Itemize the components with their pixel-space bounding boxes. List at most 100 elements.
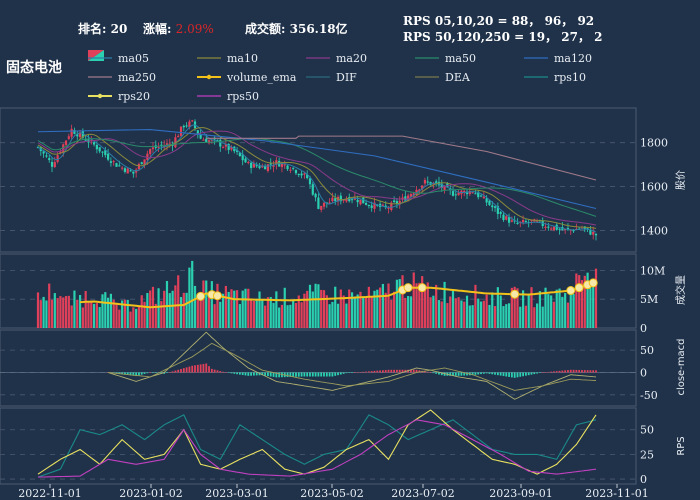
volume-bar	[493, 306, 497, 328]
macd-hist-bar	[527, 372, 530, 376]
macd-hist-bar	[320, 372, 323, 377]
volume-bar	[121, 300, 124, 328]
candle-body	[182, 125, 185, 128]
candle-body	[235, 150, 239, 152]
legend-label-volume_ema: volume_ema	[226, 71, 297, 84]
macd-hist-bar	[438, 372, 440, 375]
x-tick-label: 2023-07-02	[391, 487, 454, 500]
macd-hist-bar	[121, 372, 124, 375]
candle-body	[289, 169, 292, 171]
sector-title: 固态电池	[6, 60, 62, 76]
dea-line	[108, 342, 597, 391]
macd-hist-bar	[370, 371, 373, 373]
macd-hist-bar	[539, 372, 541, 374]
volume-bar	[407, 296, 410, 328]
volume-bar	[541, 306, 544, 328]
candle-body	[364, 203, 368, 205]
volume-bar	[317, 284, 320, 328]
ma20-line	[37, 130, 597, 226]
candle-body	[345, 199, 348, 202]
volume-bar	[516, 288, 519, 328]
volume-ema-marker	[212, 291, 222, 301]
macd-hist-bar	[236, 372, 238, 375]
volume-bar	[135, 308, 138, 328]
macd-hist-bar	[390, 369, 393, 373]
volume-bar	[370, 297, 373, 328]
volume-bar	[193, 285, 197, 328]
macd-hist-bar	[466, 372, 468, 376]
volume-bar	[381, 283, 384, 328]
ma10-line	[37, 127, 597, 229]
legend-label-ma50: ma50	[445, 52, 476, 65]
volume-bar	[334, 286, 337, 328]
volume-bar	[90, 300, 93, 328]
macd-hist-bar	[412, 369, 415, 373]
volume-tick-label: 5M	[640, 293, 658, 306]
volume-bar	[73, 290, 76, 328]
macd-hist-bar	[510, 372, 513, 378]
macd-hist-bar	[384, 370, 387, 373]
volume-bar	[451, 290, 455, 328]
volume-bar	[146, 292, 149, 328]
candle-body	[132, 171, 135, 174]
price-tick-label: 1600	[640, 181, 668, 194]
macd-hist-bar	[376, 370, 379, 373]
volume-bar	[272, 302, 275, 328]
macd-hist-bar	[351, 372, 353, 373]
candle-body	[474, 193, 477, 195]
price-tick-label: 1800	[640, 137, 668, 150]
volume-bar	[356, 294, 359, 328]
legend-label-DEA: DEA	[445, 71, 471, 84]
volume-bar	[39, 300, 42, 328]
macd-hist-bar	[592, 370, 595, 373]
volume-bar	[64, 296, 68, 328]
macd-hist-bar	[379, 370, 381, 373]
macd-hist-bar	[393, 369, 396, 373]
candle-body	[84, 138, 87, 141]
volume-bar	[188, 267, 191, 328]
candle-body	[381, 204, 384, 206]
macd-axis-label: close-macd	[676, 338, 687, 395]
macd-hist-bar	[292, 372, 295, 377]
macd-hist-bar	[126, 372, 129, 375]
candle-body	[463, 190, 466, 193]
macd-hist-bar	[227, 372, 230, 373]
macd-hist-bar	[124, 372, 126, 375]
candle-body	[95, 145, 98, 150]
candle-body	[499, 212, 502, 214]
amount: 成交额: 356.18亿	[245, 20, 348, 37]
candle-body	[221, 147, 225, 149]
volume-bar	[435, 284, 438, 328]
volume-bar	[101, 294, 104, 328]
legend-label-rps50: rps50	[227, 90, 259, 103]
macd-hist-bar	[342, 372, 345, 374]
macd-hist-bar	[166, 372, 168, 374]
volume-bar	[132, 307, 135, 328]
volume-bar	[465, 295, 469, 328]
volume-bar	[533, 307, 536, 328]
macd-hist-bar	[541, 372, 544, 373]
candle-body	[547, 226, 550, 228]
volume-bar	[530, 287, 533, 328]
candle-body	[67, 136, 70, 139]
macd-hist-bar	[536, 372, 539, 374]
macd-hist-bar	[132, 372, 135, 376]
candle-body	[45, 155, 48, 157]
volume-bar	[384, 292, 387, 328]
volume-bar	[129, 311, 132, 328]
volume-bar	[454, 298, 457, 328]
volume-bar	[350, 292, 354, 328]
candle-body	[491, 205, 494, 208]
macd-hist-bar	[202, 363, 205, 373]
macd-hist-bar	[491, 372, 494, 375]
volume-ema-marker	[417, 283, 427, 293]
volume-bar	[98, 307, 101, 328]
macd-hist-bar	[502, 372, 505, 377]
volume-bar	[401, 275, 404, 328]
candle-body	[42, 151, 45, 154]
macd-hist-bar	[586, 370, 589, 373]
candle-body	[317, 197, 320, 209]
candle-body	[311, 184, 314, 195]
volume-bar	[580, 280, 584, 328]
candle-body	[64, 140, 68, 145]
